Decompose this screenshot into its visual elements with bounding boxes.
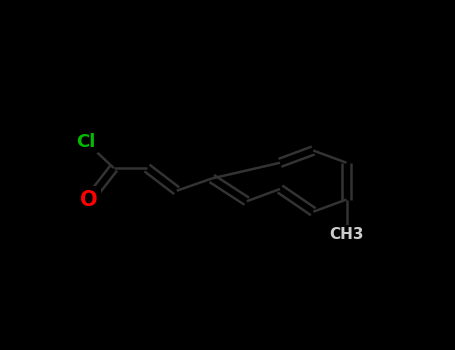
Text: O: O — [81, 189, 98, 210]
Text: CH3: CH3 — [329, 227, 364, 242]
Text: Cl: Cl — [76, 133, 96, 151]
